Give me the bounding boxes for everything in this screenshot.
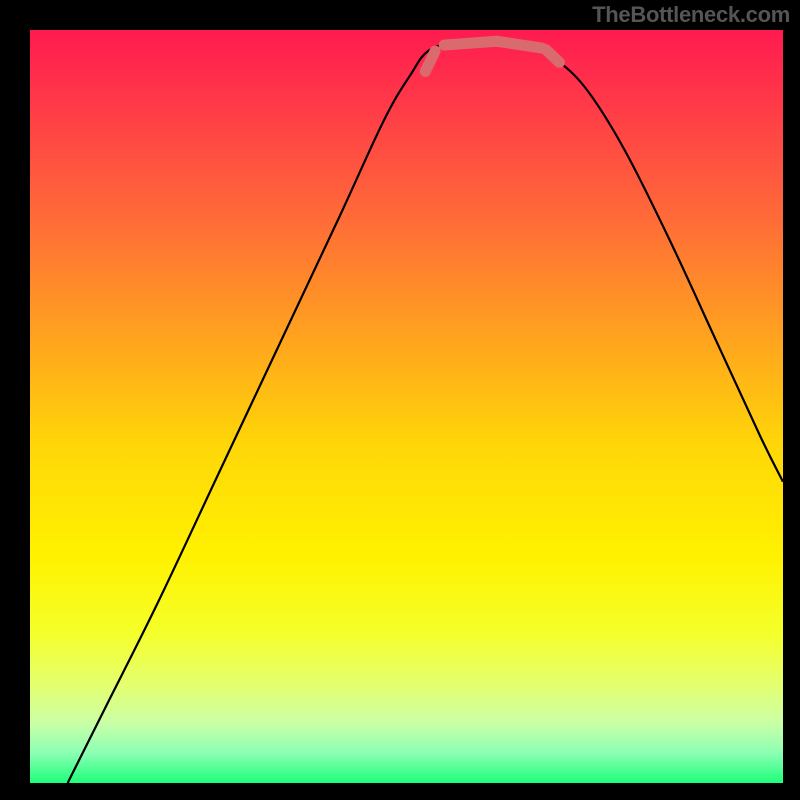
curve-layer bbox=[30, 30, 783, 783]
optimal-range-highlight bbox=[425, 41, 559, 71]
plot-area bbox=[30, 30, 783, 783]
chart-frame: TheBottleneck.com bbox=[0, 0, 800, 800]
watermark-label: TheBottleneck.com bbox=[592, 2, 790, 28]
bottleneck-curve bbox=[68, 40, 783, 783]
